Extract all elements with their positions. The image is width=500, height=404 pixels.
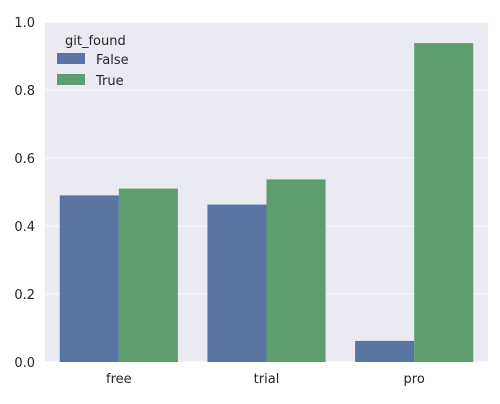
y-tick-label: 0.4 [14,220,35,235]
bar-pro-true [414,43,474,362]
legend-title: git_found [65,34,126,49]
bar-free-true [118,188,178,362]
legend-swatch [57,74,85,85]
x-tick-label: free [106,372,132,387]
x-tick-label: pro [404,372,425,387]
x-tick-label: trial [254,372,280,387]
bar-pro-false [355,340,415,362]
legend: git_found False True [57,34,129,89]
y-tick-label: 0.6 [14,152,35,167]
bar-trial-false [207,204,267,362]
bar-trial-true [266,179,326,362]
y-tick-label: 1.0 [14,16,35,31]
y-tick-label: 0.2 [14,288,35,303]
legend-label: True [95,74,124,89]
legend-swatch [57,53,85,64]
y-tick-label: 0.8 [14,84,35,99]
bar-free-false [59,195,119,362]
y-tick-labels: 0.0 0.2 0.4 0.6 0.8 1.0 [14,16,35,371]
x-tick-labels: free trial pro [106,372,425,387]
bars [59,43,474,362]
y-tick-label: 0.0 [14,356,35,371]
legend-label: False [96,53,129,68]
